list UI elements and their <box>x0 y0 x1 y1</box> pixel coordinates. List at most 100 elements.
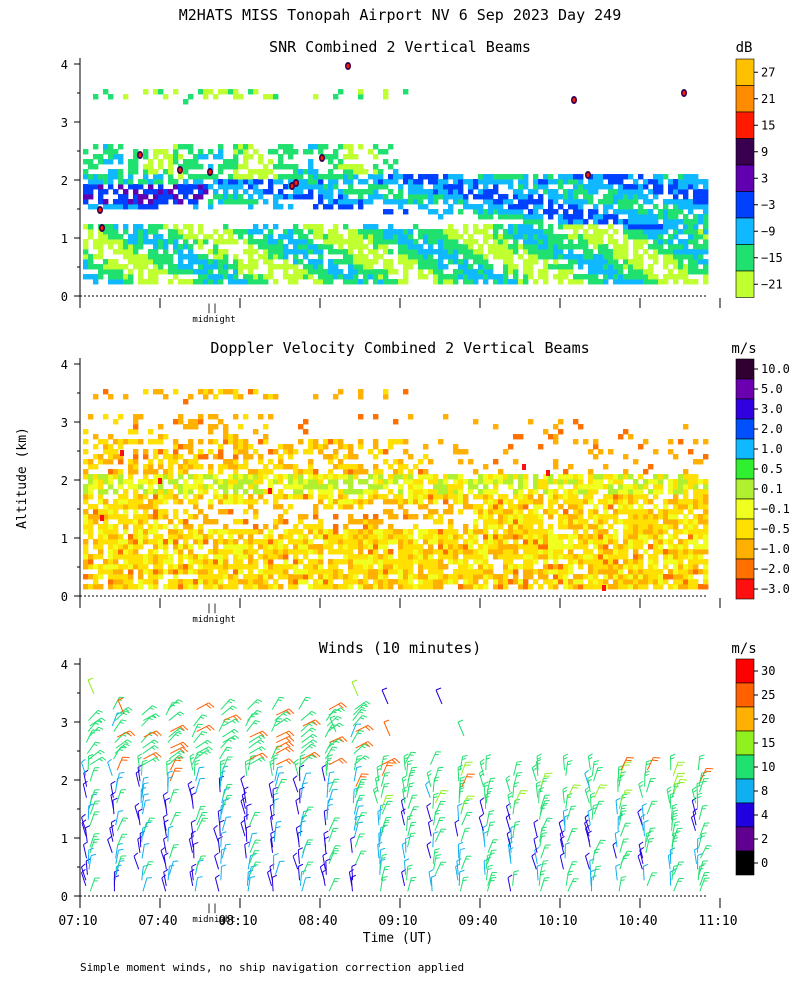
snr-cell <box>258 244 264 250</box>
wind-barb-feather <box>81 863 86 868</box>
doppler-cell <box>338 569 344 575</box>
doppler-cell <box>168 469 174 475</box>
doppler-cell <box>543 559 549 565</box>
doppler-cell <box>683 539 689 545</box>
snr-cell <box>398 184 404 190</box>
doppler-cell <box>458 484 464 490</box>
snr-cell <box>583 219 589 225</box>
snr-cell <box>193 204 199 210</box>
snr-cell <box>693 194 699 200</box>
doppler-cell <box>593 544 599 550</box>
snr-cell <box>678 259 684 265</box>
doppler-cell <box>543 564 549 570</box>
snr-cell <box>383 244 389 250</box>
doppler-cell <box>398 574 404 580</box>
doppler-cell <box>238 479 244 485</box>
doppler-cell <box>428 514 434 520</box>
snr-cell <box>283 174 289 180</box>
snr-cell <box>398 204 404 210</box>
wind-barb <box>141 866 144 881</box>
doppler-cell <box>98 459 104 465</box>
snr-cell <box>563 219 569 225</box>
snr-spot-core <box>320 156 324 160</box>
snr-cell <box>523 244 529 250</box>
doppler-cell <box>693 584 699 590</box>
doppler-cell <box>403 464 409 470</box>
snr-cell <box>108 229 114 235</box>
doppler-cell <box>403 559 409 565</box>
doppler-cell <box>643 584 649 590</box>
doppler-cell <box>508 554 514 560</box>
snr-cell <box>448 244 454 250</box>
snr-cell <box>368 184 374 190</box>
doppler-cell <box>673 534 679 540</box>
snr-cell <box>333 229 339 235</box>
doppler-cell <box>568 539 574 545</box>
doppler-cell <box>553 584 559 590</box>
snr-cell <box>413 184 419 190</box>
doppler-cell <box>233 564 239 570</box>
snr-cell <box>458 209 464 215</box>
doppler-cell <box>638 529 644 535</box>
doppler-cell <box>413 489 419 495</box>
snr-cell <box>128 239 134 245</box>
doppler-cell <box>368 449 374 455</box>
snr-cell <box>463 199 469 205</box>
snr-cell <box>348 169 354 175</box>
doppler-cell <box>488 569 494 575</box>
doppler-cell <box>603 569 609 575</box>
wind-barb-feather <box>95 741 101 744</box>
doppler-cell <box>173 549 179 555</box>
doppler-cell <box>288 529 294 535</box>
doppler-cell <box>318 549 324 555</box>
snr-cell <box>233 259 239 265</box>
snr-cell <box>453 244 459 250</box>
snr-cell <box>588 274 594 280</box>
snr-cell <box>148 279 154 285</box>
doppler-cell <box>348 464 354 470</box>
doppler-cell <box>548 509 554 515</box>
doppler-cell <box>668 544 674 550</box>
snr-cell <box>693 259 699 265</box>
doppler-cell <box>593 474 599 480</box>
doppler-cell <box>698 549 704 555</box>
doppler-cell <box>638 569 644 575</box>
snr-cell <box>483 234 489 240</box>
wind-barb-feather <box>148 717 154 721</box>
doppler-cell <box>328 459 334 465</box>
doppler-cell <box>223 434 229 440</box>
snr-cell <box>218 184 224 190</box>
snr-cell <box>273 194 279 200</box>
snr-cell <box>638 234 644 240</box>
doppler-cell <box>123 579 129 585</box>
snr-cell <box>348 189 354 195</box>
doppler-cell <box>133 549 139 555</box>
doppler-cell <box>348 444 354 450</box>
doppler-cell <box>398 534 404 540</box>
doppler-cell <box>198 474 204 480</box>
snr-cell <box>693 264 699 270</box>
snr-cell <box>143 229 149 235</box>
doppler-cell <box>703 549 709 555</box>
snr-cell <box>328 194 334 200</box>
doppler-cell <box>278 454 284 460</box>
snr-cell <box>308 264 314 270</box>
snr-cell <box>348 184 354 190</box>
snr-cell <box>148 159 154 165</box>
snr-cell <box>343 199 349 205</box>
doppler-cell <box>313 509 319 515</box>
doppler-cell <box>658 529 664 535</box>
doppler-cell <box>373 414 379 420</box>
doppler-cell <box>253 484 259 490</box>
wind-barb-feather <box>137 753 143 757</box>
snr-cell <box>643 224 649 230</box>
snr-cell <box>443 264 449 270</box>
snr-cell <box>138 269 144 275</box>
doppler-cell <box>553 559 559 565</box>
doppler-cell <box>423 534 429 540</box>
doppler-cell <box>373 579 379 585</box>
doppler-cell <box>688 479 694 485</box>
doppler-cell <box>153 499 159 505</box>
doppler-cell <box>318 534 324 540</box>
snr-cell <box>543 269 549 275</box>
